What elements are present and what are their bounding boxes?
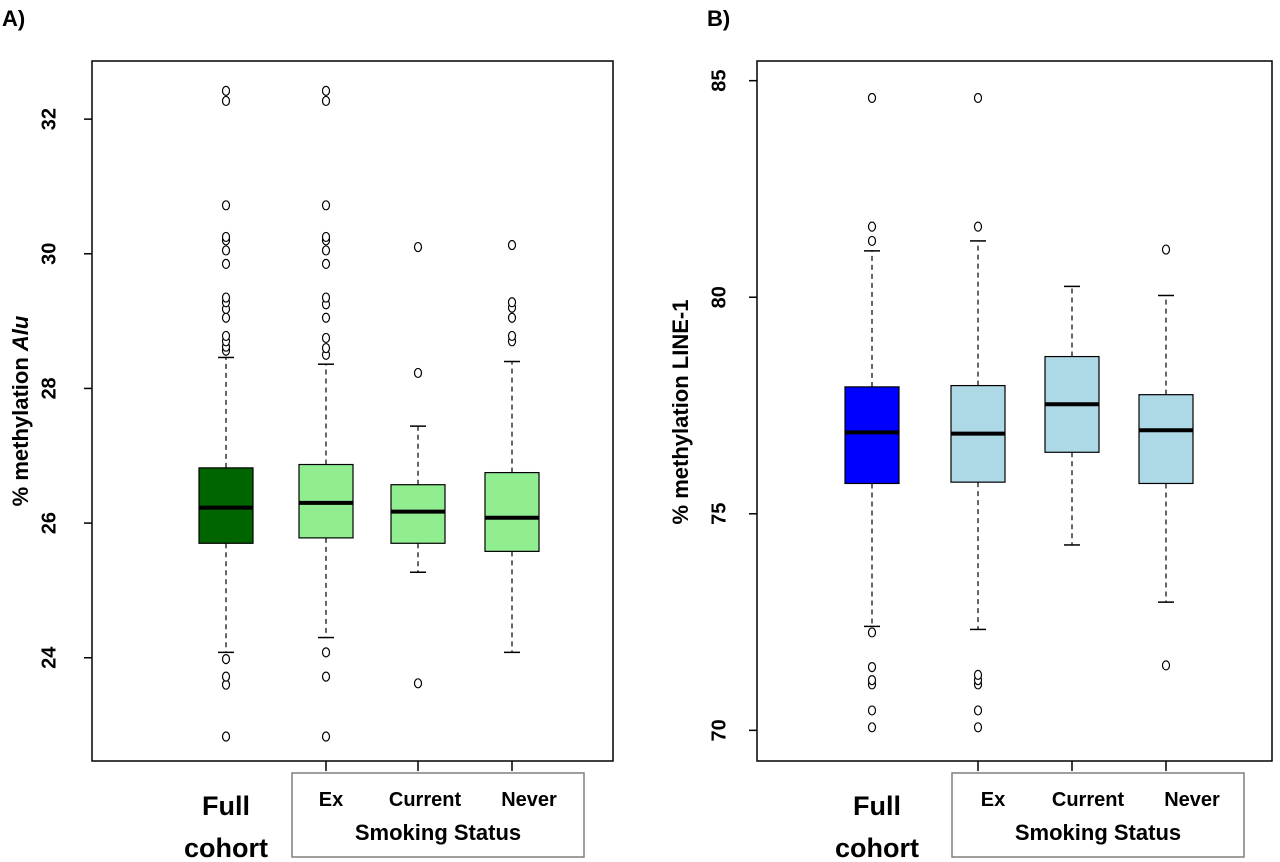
iqr-box (1138, 394, 1194, 485)
outlier-point (413, 367, 423, 379)
panel-b-label: B) (707, 6, 730, 31)
outlier-point (867, 627, 877, 638)
y-tick-label: 28 (38, 377, 60, 399)
outlier-point (867, 92, 877, 104)
panel-b-full-label-line2: cohort (835, 833, 919, 862)
y-tick-label: 26 (38, 512, 60, 534)
y-tick-label: 75 (708, 503, 730, 525)
panel-b-y-axis: 70 75 80 85 (708, 70, 757, 741)
outlier-point (973, 705, 983, 716)
panel-b-smoking-group-box (951, 772, 1245, 858)
panel-b-x-ticks (977, 761, 1167, 771)
y-tick-label: 32 (38, 108, 60, 130)
box-ex (298, 85, 354, 742)
y-tick-label: 70 (708, 719, 730, 741)
outlier-point (867, 675, 877, 686)
panel-b-plot-frame (756, 60, 1273, 762)
outlier-point (321, 671, 331, 682)
panel-a-cat-label-ex: Ex (319, 789, 343, 811)
outlier-point (321, 231, 331, 243)
outlier-point (321, 258, 331, 269)
panel-a-boxes (198, 85, 540, 742)
y-tick-label: 24 (38, 646, 60, 669)
outlier-point (321, 332, 331, 344)
outlier-point (221, 330, 231, 342)
panel-a-plot-frame (91, 60, 614, 762)
outlier-point (413, 241, 423, 253)
panel-a-cat-label-never: Never (501, 789, 557, 811)
outlier-point (321, 95, 331, 107)
outlier-point (973, 669, 983, 681)
panel-a: A) 24 26 28 30 32 % methylation Alu Full coh… (2, 6, 614, 862)
outlier-point (321, 342, 331, 354)
panel-b-group-title: Smoking Status (1015, 820, 1181, 845)
panel-a-cat-label-current: Current (389, 789, 462, 811)
y-tick-label: 85 (708, 70, 730, 92)
outlier-point (507, 312, 517, 323)
panel-a-x-ticks (325, 761, 513, 771)
outlier-point (973, 722, 983, 733)
outlier-point (867, 221, 877, 232)
panel-a-label: A) (2, 6, 25, 31)
outlier-point (321, 647, 331, 658)
box-never (484, 239, 540, 654)
outlier-point (413, 678, 423, 689)
outlier-point (221, 731, 231, 742)
iqr-box (390, 484, 446, 544)
panel-a-group-title: Smoking Status (355, 820, 521, 845)
y-tick-label: 80 (708, 286, 730, 308)
outlier-point (221, 200, 231, 211)
outlier-point (221, 95, 231, 107)
panel-b-cat-label-ex: Ex (981, 789, 1005, 811)
outlier-point (221, 653, 231, 665)
outlier-point (321, 292, 331, 303)
outlier-point (867, 235, 877, 247)
outlier-point (221, 671, 231, 682)
box-full-cohort (844, 92, 900, 733)
box-current (390, 241, 446, 689)
box-ex (950, 92, 1006, 733)
box-current (1044, 285, 1100, 546)
outlier-point (321, 731, 331, 742)
outlier-point (507, 297, 517, 308)
outlier-point (973, 92, 983, 104)
panel-b-boxes (844, 92, 1194, 733)
panel-a-full-label-line2: cohort (184, 833, 268, 862)
outlier-point (1161, 660, 1171, 671)
panel-b: B) 70 75 80 85 % methylation LINE-1 Full co… (668, 6, 1273, 862)
panel-b-y-axis-title: % methylation LINE-1 (668, 300, 693, 525)
panel-b-full-label-line1: Full (853, 791, 901, 821)
panel-a-full-label-line1: Full (202, 791, 250, 821)
box-never (1138, 244, 1194, 671)
outlier-point (221, 231, 231, 243)
panel-b-cat-label-never: Never (1164, 789, 1220, 811)
outlier-point (221, 85, 231, 96)
iqr-box (484, 471, 540, 552)
iqr-box (198, 467, 254, 544)
outlier-point (321, 312, 331, 323)
panel-a-y-axis-title: % methylation Alu (8, 315, 33, 506)
outlier-point (1161, 244, 1171, 255)
outlier-point (321, 245, 331, 256)
panel-a-smoking-group-box (291, 772, 585, 858)
outlier-point (321, 85, 331, 96)
outlier-point (867, 705, 877, 716)
outlier-point (973, 221, 983, 232)
outlier-point (321, 200, 331, 211)
panel-b-cat-label-current: Current (1052, 789, 1125, 811)
outlier-point (507, 330, 517, 342)
outlier-point (221, 292, 231, 303)
outlier-point (507, 239, 517, 251)
box-full-cohort (198, 85, 254, 742)
outlier-point (221, 245, 231, 256)
outlier-point (867, 662, 877, 673)
iqr-box (844, 386, 900, 485)
outlier-point (221, 258, 231, 269)
outlier-point (867, 722, 877, 733)
y-tick-label: 30 (38, 243, 60, 265)
panel-a-y-axis: 24 26 28 30 32 (38, 108, 92, 669)
outlier-point (221, 312, 231, 323)
